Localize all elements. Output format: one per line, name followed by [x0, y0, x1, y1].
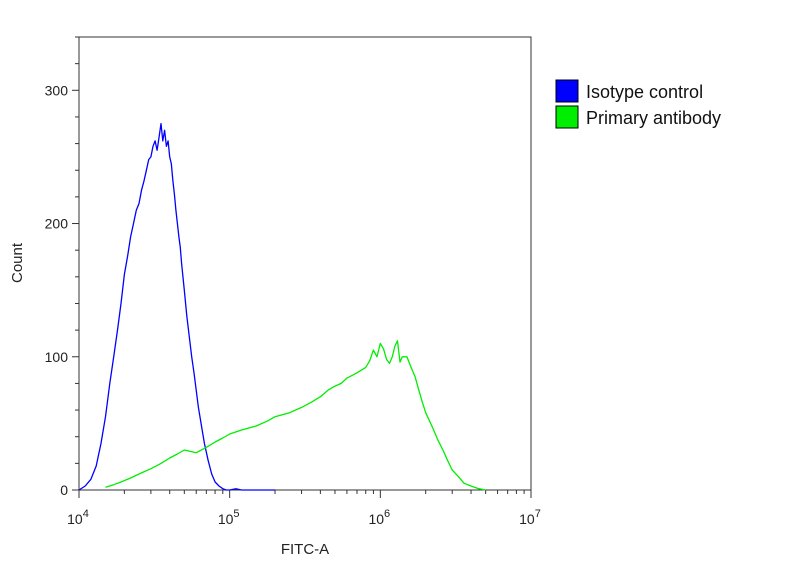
legend-swatch — [555, 105, 579, 129]
y-tick-label: 0 — [60, 482, 68, 498]
series-line-primary-antibody — [105, 340, 486, 491]
series-layer — [78, 122, 486, 491]
x-tick-base: 10 — [67, 511, 83, 527]
legend: Isotype control Primary antibody — [555, 79, 721, 129]
x-axis: 104 105 106 107 — [67, 490, 541, 527]
x-tick-exponent: 4 — [83, 508, 89, 520]
x-tick-label: 105 — [218, 508, 240, 527]
y-tick-label: 100 — [45, 349, 69, 365]
y-tick-label: 200 — [45, 216, 69, 232]
y-tick-label: 300 — [45, 82, 69, 98]
x-tick-label: 107 — [519, 508, 541, 527]
x-tick-base: 10 — [368, 511, 384, 527]
x-tick-exponent: 6 — [384, 508, 390, 520]
x-tick-label: 104 — [67, 508, 89, 527]
series-line-isotype-control — [78, 122, 275, 491]
legend-swatch — [555, 79, 579, 103]
x-tick-label: 106 — [368, 508, 390, 527]
legend-label: Isotype control — [586, 82, 703, 102]
x-tick-exponent: 5 — [233, 508, 239, 520]
plot-frame — [78, 36, 532, 491]
y-axis: 0 100 200 300 — [45, 36, 79, 498]
x-tick-exponent: 7 — [535, 508, 541, 520]
x-tick-base: 10 — [218, 511, 234, 527]
y-axis-title: Count — [9, 242, 26, 283]
x-tick-base: 10 — [519, 511, 535, 527]
x-axis-title: FITC-A — [281, 541, 329, 558]
legend-label: Primary antibody — [586, 108, 721, 128]
